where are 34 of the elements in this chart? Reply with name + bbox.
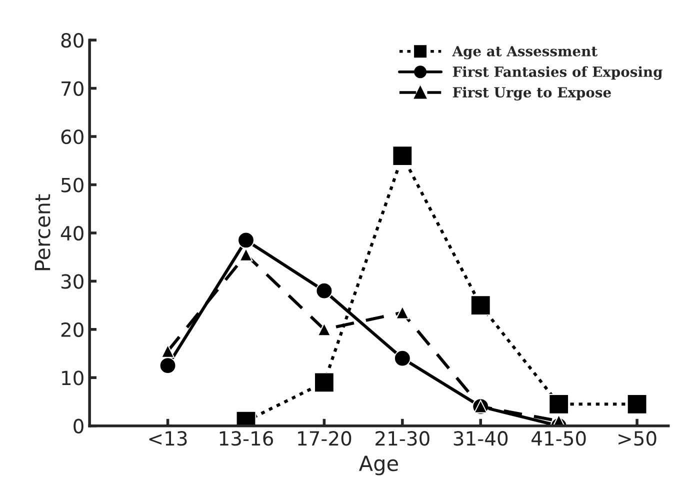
- point: [548, 394, 570, 414]
- point: [314, 372, 334, 393]
- y-tick-label: 70: [62, 81, 84, 96]
- x-axis-title: Age: [358, 456, 398, 476]
- point: [161, 344, 175, 358]
- legend-label: First Urge to Expose: [452, 86, 611, 100]
- x-tick-label: 31-40: [454, 431, 508, 446]
- point: [470, 295, 491, 316]
- x-tick-label: <13: [149, 431, 187, 446]
- point: [392, 146, 413, 166]
- x-tick-label: >50: [618, 431, 656, 446]
- legend-label: First Fantasies of Exposing: [452, 66, 662, 80]
- point: [237, 232, 254, 249]
- x-tick-label: 17-20: [298, 431, 352, 446]
- y-axis-title: Percent: [34, 194, 50, 270]
- point: [159, 357, 176, 374]
- y-tick-label: 80: [61, 33, 84, 48]
- x-tick-label: 41-50: [532, 431, 586, 446]
- point: [396, 306, 410, 320]
- point: [316, 282, 333, 300]
- point: [239, 248, 253, 262]
- x-tick-label: 13-16: [220, 431, 274, 446]
- y-tick-label: 30: [61, 274, 84, 289]
- point: [394, 350, 411, 367]
- x-tick-label: 21-30: [376, 431, 430, 446]
- legend-label: Age at Assessment: [452, 46, 598, 60]
- point: [317, 322, 331, 336]
- y-tick-label: 10: [62, 370, 84, 386]
- y-tick-label: 20: [61, 322, 84, 338]
- y-tick-label: 40: [60, 226, 84, 241]
- y-tick-label: 0: [74, 418, 84, 434]
- y-tick-label: 50: [61, 178, 84, 192]
- y-tick-label: 60: [61, 129, 84, 144]
- point: [626, 394, 648, 414]
